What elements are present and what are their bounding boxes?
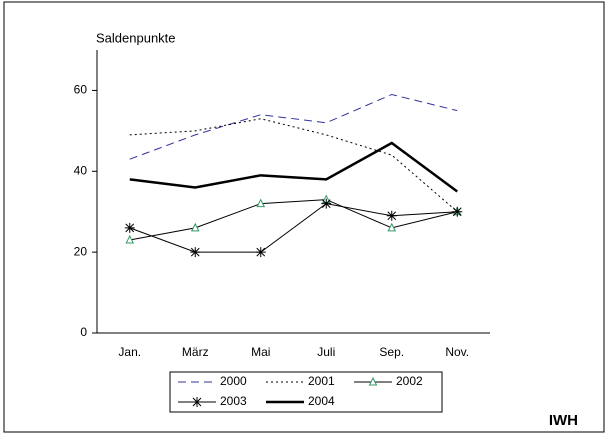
x-tick-label: Sep. — [379, 345, 404, 359]
series-line — [129, 199, 458, 241]
marker — [452, 206, 463, 217]
legend-label: 2000 — [220, 374, 247, 388]
marker — [190, 222, 200, 232]
series-line — [129, 141, 458, 193]
marker — [190, 247, 201, 258]
series-line — [129, 203, 458, 253]
marker — [368, 376, 378, 386]
source-label: IWH — [549, 412, 578, 429]
y-tick-label: 20 — [74, 244, 88, 258]
legend-label: 2004 — [308, 394, 335, 408]
x-tick-label: Jan. — [118, 345, 141, 359]
legend-label: 2001 — [308, 374, 335, 388]
y-axis-label: Saldenpunkte — [96, 30, 176, 45]
marker — [321, 198, 332, 209]
legend-box — [169, 371, 443, 413]
frame — [3, 1, 605, 433]
marker — [255, 247, 266, 258]
y-tick-label: 40 — [74, 163, 88, 177]
x-tick-label: Mai — [251, 345, 270, 359]
y-tick-label: 0 — [80, 325, 87, 339]
marker — [192, 397, 202, 407]
marker — [386, 210, 397, 221]
x-tick-label: März — [182, 345, 209, 359]
marker — [256, 198, 266, 208]
marker — [387, 222, 397, 232]
series-line — [129, 93, 458, 160]
legend-label: 2002 — [396, 374, 423, 388]
series-line — [129, 118, 458, 213]
marker — [124, 222, 135, 233]
x-tick-label: Juli — [317, 345, 335, 359]
x-tick-label: Nov. — [445, 345, 469, 359]
marker — [125, 234, 135, 244]
y-tick-label: 60 — [74, 83, 88, 97]
legend-label: 2003 — [220, 394, 247, 408]
